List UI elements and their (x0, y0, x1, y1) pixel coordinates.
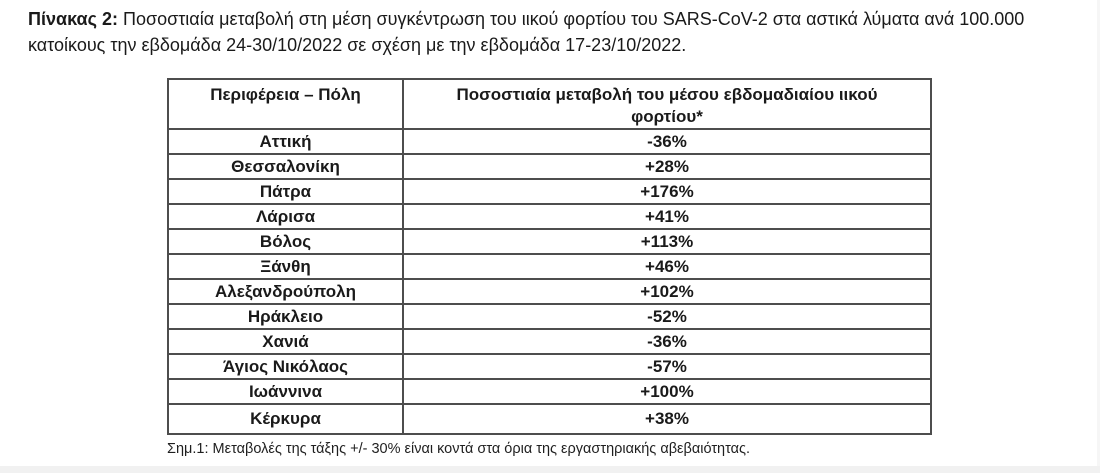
table-row: Πάτρα +176% (167, 178, 932, 205)
value-cell: +100% (402, 378, 932, 405)
table-row: Λάρισα +41% (167, 203, 932, 230)
value-cell: -36% (402, 328, 932, 355)
value-cell: -36% (402, 128, 932, 155)
header-change-label: Ποσοστιαία μεταβολή του μέσου εβδομαδιαί… (456, 85, 878, 126)
page-right-edge (1097, 0, 1100, 473)
region-cell: Λάρισα (167, 203, 404, 230)
region-cell: Άγιος Νικόλαος (167, 353, 404, 380)
caption-label: Πίνακας 2: (28, 9, 118, 29)
header-change: Ποσοστιαία μεταβολή του μέσου εβδομαδιαί… (402, 78, 932, 130)
viral-load-change-table: Περιφέρεια – Πόλη Ποσοστιαία μεταβολή το… (167, 78, 932, 435)
page-bottom-edge (0, 466, 1100, 473)
table-footnote: Σημ.1: Μεταβολές της τάξης +/- 30% είναι… (167, 441, 751, 457)
table-row: Ξάνθη +46% (167, 253, 932, 280)
table-caption: Πίνακας 2: Ποσοστιαία μεταβολή στη μέση … (28, 6, 1090, 58)
table-row: Αλεξανδρούπολη +102% (167, 278, 932, 305)
value-cell: +102% (402, 278, 932, 305)
value-cell: +176% (402, 178, 932, 205)
value-cell: -52% (402, 303, 932, 330)
value-cell: +46% (402, 253, 932, 280)
region-cell: Πάτρα (167, 178, 404, 205)
value-cell: +113% (402, 228, 932, 255)
region-cell: Ηράκλειο (167, 303, 404, 330)
table-row: Κέρκυρα +38% (167, 403, 932, 435)
region-cell: Χανιά (167, 328, 404, 355)
region-cell: Βόλος (167, 228, 404, 255)
table-row: Άγιος Νικόλαος -57% (167, 353, 932, 380)
value-cell: +41% (402, 203, 932, 230)
caption-line2: κατοίκους την εβδομάδα 24-30/10/2022 σε … (28, 35, 687, 55)
table-row: Ιωάννινα +100% (167, 378, 932, 405)
value-cell: +38% (402, 403, 932, 435)
value-cell: -57% (402, 353, 932, 380)
value-cell: +28% (402, 153, 932, 180)
header-region-label: Περιφέρεια – Πόλη (210, 85, 361, 104)
table-row: Ηράκλειο -52% (167, 303, 932, 330)
table-row: Αττική -36% (167, 128, 932, 155)
table-row: Βόλος +113% (167, 228, 932, 255)
table-header-row: Περιφέρεια – Πόλη Ποσοστιαία μεταβολή το… (167, 78, 932, 130)
region-cell: Ξάνθη (167, 253, 404, 280)
region-cell: Αλεξανδρούπολη (167, 278, 404, 305)
header-region: Περιφέρεια – Πόλη (167, 78, 404, 130)
region-cell: Κέρκυρα (167, 403, 404, 435)
region-cell: Θεσσαλονίκη (167, 153, 404, 180)
caption-line1: Ποσοστιαία μεταβολή στη μέση συγκέντρωση… (117, 9, 1025, 29)
table-row: Χανιά -36% (167, 328, 932, 355)
table-row: Θεσσαλονίκη +28% (167, 153, 932, 180)
region-cell: Αττική (167, 128, 404, 155)
region-cell: Ιωάννινα (167, 378, 404, 405)
